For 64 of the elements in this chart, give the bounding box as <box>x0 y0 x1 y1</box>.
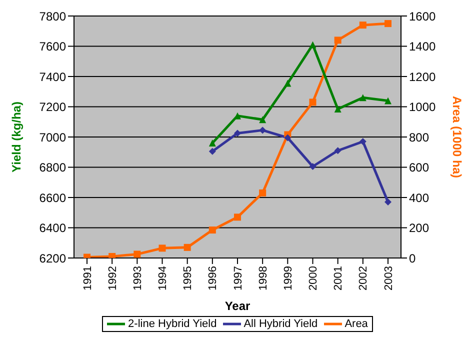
y2-tick-label: 200 <box>409 221 430 236</box>
legend-label: All Hybrid Yield <box>244 318 318 330</box>
x-tick-label: 1991 <box>82 266 94 290</box>
point <box>259 116 266 124</box>
point <box>108 252 116 258</box>
y2-tick-label: 600 <box>409 160 430 175</box>
y-tick-label: 6800 <box>39 160 66 175</box>
point <box>334 106 342 113</box>
point <box>234 130 241 137</box>
y2-tick-label: 1200 <box>409 70 436 84</box>
point <box>284 80 292 87</box>
y-tick-label: 6400 <box>39 221 66 236</box>
legend-label: 2-line Hybrid Yield <box>128 318 217 330</box>
point <box>158 244 166 252</box>
point <box>384 97 392 104</box>
point <box>334 147 342 154</box>
point <box>234 214 241 221</box>
point <box>359 138 366 146</box>
y-tick-label: 7200 <box>39 100 66 114</box>
point <box>309 41 316 48</box>
x-tick-label: 1995 <box>182 266 194 290</box>
point <box>208 226 216 234</box>
point <box>208 148 216 155</box>
point <box>184 244 191 251</box>
x-tick-label: 2003 <box>382 266 395 290</box>
point <box>309 98 316 106</box>
y2-axis-title: Area (1000 ha) <box>450 96 464 178</box>
y-tick-label: 6200 <box>39 251 66 266</box>
x-tick-label: 1997 <box>232 266 244 290</box>
y-tick-label: 7600 <box>39 40 66 54</box>
x-tick-label: 2001 <box>332 266 345 290</box>
point <box>259 189 266 196</box>
x-axis-title: Year <box>224 299 251 313</box>
point <box>384 198 392 206</box>
y-tick-label: 7000 <box>39 130 66 144</box>
y-tick-label: 6600 <box>39 190 66 205</box>
x-tick-label: 1996 <box>207 266 220 290</box>
x-tick-label: 1992 <box>106 266 119 290</box>
y2-tick-label: 800 <box>409 130 430 144</box>
y-tick-label: 7400 <box>39 70 66 84</box>
point <box>334 36 342 44</box>
y2-tick-label: 1400 <box>409 40 436 54</box>
x-tick-label: 1993 <box>132 266 144 290</box>
point <box>384 20 392 28</box>
point <box>284 134 292 142</box>
x-tick-label: 2002 <box>358 266 370 290</box>
x-tick-label: 1994 <box>157 266 170 290</box>
x-tick-label: 1998 <box>257 266 270 290</box>
point <box>359 22 366 29</box>
x-tick-label: 1999 <box>282 266 294 290</box>
point <box>359 94 366 102</box>
y2-tick-label: 400 <box>409 190 430 205</box>
y-tick-label: 7800 <box>39 9 66 24</box>
point <box>234 112 241 120</box>
x-tick-label: 2000 <box>308 266 320 290</box>
y2-tick-label: 1600 <box>409 9 436 24</box>
y2-tick-label: 1000 <box>409 100 436 114</box>
y-axis-title: Yield (kg/ha) <box>9 102 24 172</box>
point <box>259 126 266 134</box>
point <box>208 140 216 147</box>
point <box>134 250 141 258</box>
y2-tick-label: 0 <box>409 251 416 266</box>
legend-label: Area <box>344 318 368 330</box>
point <box>309 162 316 170</box>
